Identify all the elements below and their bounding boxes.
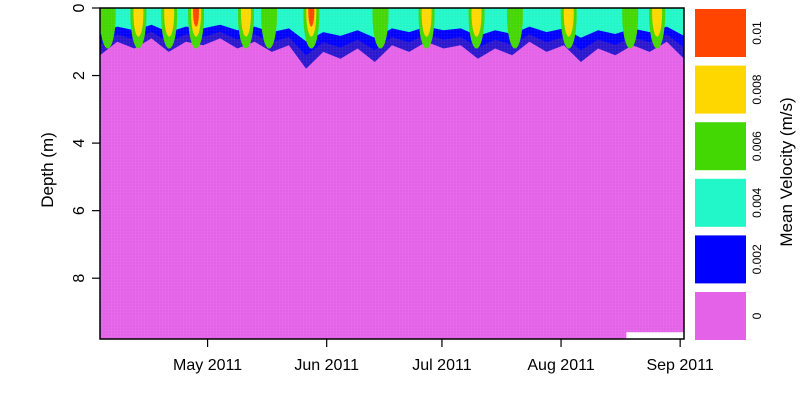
y-tick-label: 8 — [71, 274, 88, 283]
x-tick-label: Jul 2011 — [412, 357, 471, 374]
x-tick-label: Jun 2011 — [294, 357, 359, 374]
x-axis: May 2011 Jun 2011 Jul 2011 Aug 2011 Sep 2011 — [173, 339, 714, 374]
y-tick-label: 6 — [71, 206, 88, 215]
colorbar-swatch — [695, 235, 746, 284]
y-tick-label: 4 — [71, 139, 88, 148]
y-axis-title: Depth (m) — [38, 132, 57, 208]
colorbar-tick-label: 0.002 — [750, 244, 764, 274]
texture-overlay — [100, 8, 684, 339]
y-tick-label: 2 — [71, 71, 88, 80]
colorbar-swatch — [695, 65, 746, 114]
colorbar-tick-label: 0 — [750, 312, 764, 319]
colorbar-swatch — [695, 178, 746, 227]
colorbar-tick-label: 0.004 — [750, 187, 764, 217]
colorbar-swatch — [695, 9, 746, 57]
plot-area — [100, 8, 684, 339]
colorbar-tick-label: 0.008 — [750, 74, 764, 104]
colorbar-title: Mean Velocity (m/s) — [777, 97, 796, 246]
colorbar-tick-label: 0.006 — [750, 131, 764, 161]
missing-data-region — [626, 332, 684, 339]
colorbar-swatch — [695, 292, 746, 340]
colorbar-swatch — [695, 122, 746, 171]
y-tick-label: 0 — [71, 3, 88, 12]
y-axis: 0 2 4 6 8 — [71, 3, 100, 283]
x-tick-label: Aug 2011 — [527, 357, 594, 374]
x-tick-label: May 2011 — [173, 357, 242, 374]
colorbar-tick-label: 0.01 — [750, 21, 764, 45]
plot-frame — [99, 7, 685, 340]
x-tick-label: Sep 2011 — [646, 357, 713, 374]
colorbar: 0.01 0.008 0.006 0.004 0.002 0 — [695, 9, 764, 340]
